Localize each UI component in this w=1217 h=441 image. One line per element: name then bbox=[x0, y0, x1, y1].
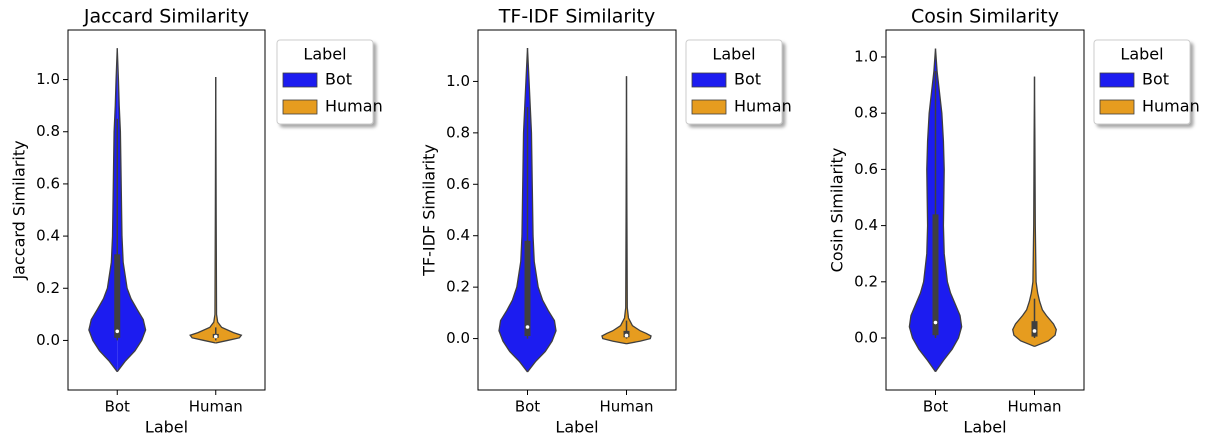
legend: Label Bot Human bbox=[276, 39, 383, 125]
legend-swatch bbox=[282, 99, 318, 115]
y-tick-label: 0.6 bbox=[36, 174, 60, 192]
y-tick-label: 0.8 bbox=[36, 122, 60, 140]
legend-swatch bbox=[282, 72, 318, 88]
iqr-box bbox=[114, 254, 121, 338]
iqr-box bbox=[524, 240, 531, 336]
y-tick-label: 0.0 bbox=[854, 329, 878, 347]
legend-label: Bot bbox=[325, 70, 352, 89]
median-dot bbox=[933, 320, 938, 325]
legend-label: Bot bbox=[1142, 70, 1169, 89]
y-tick-label: 0.2 bbox=[854, 272, 878, 290]
violin-half bbox=[625, 76, 652, 345]
x-axis-label: Label bbox=[145, 418, 188, 437]
y-axis-label: Jaccard Similarity bbox=[10, 140, 29, 280]
y-tick-label: 0.8 bbox=[446, 123, 470, 141]
median-dot bbox=[624, 333, 629, 338]
y-tick-label: 0.0 bbox=[446, 329, 470, 347]
violin-half bbox=[908, 48, 937, 373]
x-tick-label: Bot bbox=[515, 398, 540, 416]
median-dot bbox=[213, 334, 218, 339]
legend-swatch bbox=[1099, 72, 1135, 88]
y-tick-label: 1.0 bbox=[854, 47, 878, 65]
axes-frame bbox=[67, 29, 266, 391]
legend-swatch bbox=[691, 99, 727, 115]
x-axis-label: Label bbox=[963, 418, 1006, 437]
x-tick-label: Human bbox=[1007, 398, 1061, 416]
legend-swatch bbox=[691, 72, 727, 88]
violin-half bbox=[215, 76, 243, 344]
median-dot bbox=[115, 329, 120, 334]
x-tick-label: Human bbox=[599, 398, 653, 416]
violin-half bbox=[498, 47, 529, 373]
iqr-box bbox=[1031, 321, 1038, 337]
x-tick-label: Bot bbox=[105, 398, 130, 416]
legend-title: Label bbox=[1120, 45, 1163, 64]
y-tick-label: 0.8 bbox=[854, 104, 878, 122]
chart-title: TF-IDF Similarity bbox=[498, 6, 655, 28]
axes-frame bbox=[477, 29, 677, 391]
median-dot bbox=[1032, 329, 1037, 333]
y-tick-label: 0.0 bbox=[36, 331, 60, 349]
legend-label: Human bbox=[734, 97, 792, 116]
violin-half bbox=[189, 76, 217, 344]
y-tick-label: 0.4 bbox=[854, 216, 878, 234]
chart-title: Cosin Similarity bbox=[911, 6, 1059, 28]
axes-frame bbox=[885, 29, 1085, 391]
y-tick-label: 0.4 bbox=[36, 227, 60, 245]
violin-half bbox=[1012, 76, 1036, 348]
violin-half bbox=[116, 48, 147, 373]
legend: Label Bot Human bbox=[1093, 39, 1200, 125]
violin-half bbox=[1033, 76, 1057, 348]
y-tick-label: 0.4 bbox=[446, 226, 470, 244]
y-axis-label: TF-IDF Similarity bbox=[420, 144, 439, 277]
legend-title: Label bbox=[303, 45, 346, 64]
y-tick-label: 0.2 bbox=[36, 279, 60, 297]
violin-half bbox=[601, 76, 628, 345]
violin-half bbox=[526, 47, 557, 373]
legend-title: Label bbox=[712, 45, 755, 64]
legend: Label Bot Human bbox=[685, 39, 792, 125]
y-axis-label: Cosin Similarity bbox=[828, 148, 847, 273]
x-tick-label: Bot bbox=[923, 398, 948, 416]
y-tick-label: 0.6 bbox=[854, 160, 878, 178]
iqr-box bbox=[932, 214, 939, 336]
x-axis-label: Label bbox=[555, 418, 598, 437]
legend-swatch bbox=[1099, 99, 1135, 115]
legend-label: Bot bbox=[734, 70, 761, 89]
violin-half bbox=[934, 48, 963, 373]
violin-half bbox=[88, 48, 118, 373]
legend-label: Human bbox=[325, 97, 383, 116]
x-tick-label: Human bbox=[189, 398, 243, 416]
y-tick-label: 1.0 bbox=[36, 70, 60, 88]
y-tick-label: 1.0 bbox=[446, 72, 470, 90]
y-tick-label: 0.6 bbox=[446, 175, 470, 193]
median-dot bbox=[525, 325, 530, 329]
y-tick-label: 0.2 bbox=[446, 278, 470, 296]
chart-title: Jaccard Similarity bbox=[83, 6, 249, 28]
legend-label: Human bbox=[1142, 97, 1200, 116]
